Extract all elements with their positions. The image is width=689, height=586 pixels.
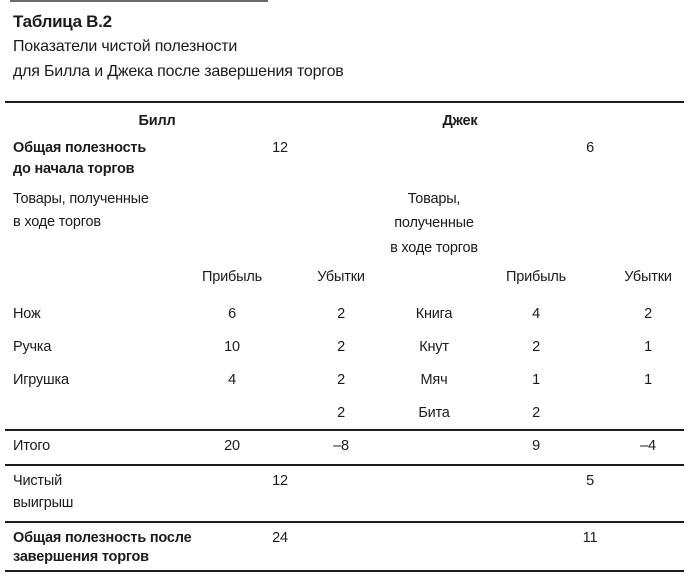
goods-jack-label-line2: полученные	[394, 215, 474, 231]
column-header-bill: Билл	[138, 113, 176, 129]
total-after-jack-value: 11	[582, 530, 598, 546]
rule-below-totals	[5, 464, 684, 466]
total-after-bill-value: 24	[272, 530, 288, 546]
item-jack-profit: 4	[532, 306, 540, 322]
item-bill-loss: 2	[337, 405, 345, 421]
total-before-bill-value: 12	[272, 140, 288, 156]
row-total-before-label-line1: Общая полезность	[13, 140, 147, 156]
row-total-after-label-line2: завершения торгов	[13, 549, 149, 565]
item-label: Нож	[13, 306, 41, 322]
table-number-title: Таблица В.2	[13, 12, 112, 31]
item-label: Кнут	[419, 339, 449, 355]
item-jack-profit: 2	[532, 405, 540, 421]
totals-bill-profit: 20	[224, 438, 240, 454]
row-total-before-label-line2: до начала торгов	[13, 161, 135, 177]
item-bill-profit: 10	[224, 339, 240, 355]
cropped-text-artifact	[10, 0, 268, 2]
item-label: Ручка	[13, 339, 52, 355]
item-label: Мяч	[420, 372, 448, 388]
table-subtitle-line1: Показатели чистой полезности	[13, 38, 238, 55]
item-bill-profit: 6	[228, 306, 236, 322]
item-jack-loss: 2	[644, 306, 652, 322]
totals-jack-loss: –4	[640, 438, 656, 454]
goods-bill-label-line2: в ходе торгов	[13, 214, 101, 230]
item-label: Игрушка	[13, 372, 69, 388]
header-jack-profit: Прибыль	[506, 269, 566, 285]
totals-jack-profit: 9	[532, 438, 540, 454]
row-total-after-label-line1: Общая полезность после	[13, 530, 192, 546]
item-bill-profit: 4	[228, 372, 236, 388]
goods-bill-label-line1: Товары, полученные	[13, 191, 149, 207]
header-bill-profit: Прибыль	[202, 269, 262, 285]
item-jack-profit: 1	[532, 372, 540, 388]
item-bill-loss: 2	[337, 372, 345, 388]
net-gain-jack-value: 5	[586, 473, 594, 489]
totals-label: Итого	[13, 438, 50, 454]
goods-jack-label-line1: Товары,	[407, 191, 461, 207]
item-label: Бита	[418, 405, 450, 421]
item-jack-loss: 1	[644, 372, 652, 388]
item-jack-profit: 2	[532, 339, 540, 355]
table-subtitle-line2: для Билла и Джека после завершения торго…	[13, 63, 344, 80]
item-bill-loss: 2	[337, 339, 345, 355]
net-gain-bill-value: 12	[272, 473, 288, 489]
item-bill-loss: 2	[337, 306, 345, 322]
rule-above-totals	[5, 429, 684, 431]
rule-above-total-after	[5, 521, 684, 523]
goods-jack-label-line3: в ходе торгов	[390, 240, 478, 256]
total-before-jack-value: 6	[586, 140, 594, 156]
item-jack-loss: 1	[644, 339, 652, 355]
net-gain-label-line1: Чистый	[13, 473, 62, 489]
rule-bottom	[5, 570, 684, 572]
net-gain-label-line2: выигрыш	[13, 495, 74, 511]
rule-top	[5, 101, 684, 103]
column-header-jack: Джек	[442, 113, 478, 129]
item-label: Книга	[415, 306, 453, 322]
header-jack-loss: Убытки	[624, 269, 672, 285]
header-bill-loss: Убытки	[317, 269, 365, 285]
totals-bill-loss: –8	[333, 438, 349, 454]
